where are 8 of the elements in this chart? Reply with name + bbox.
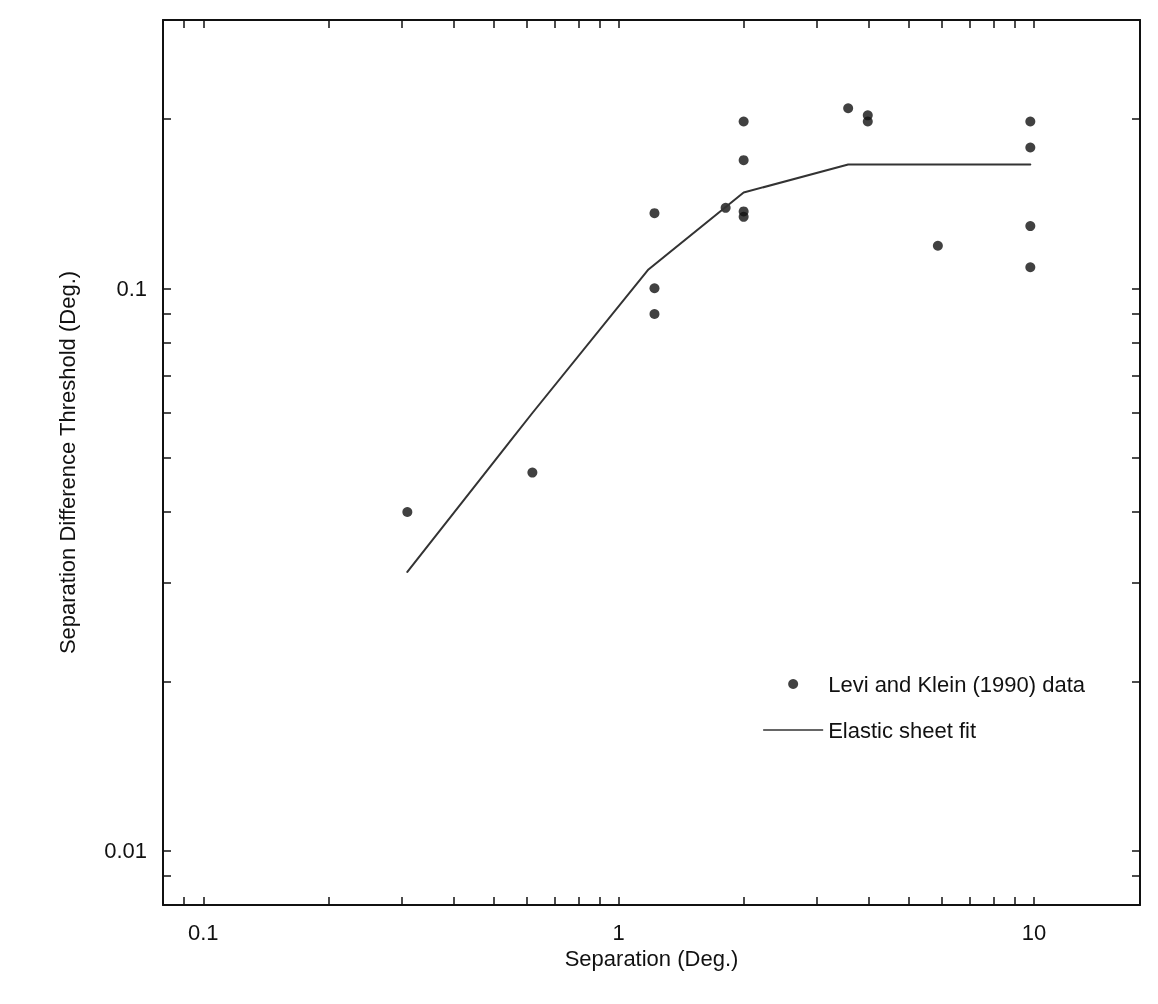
x-tick-label: 10 — [1021, 919, 1047, 945]
legend-label: Levi and Klein (1990) data — [828, 671, 1086, 697]
y-axis-title: Separation Difference Threshold (Deg.) — [54, 270, 80, 655]
legend-label: Elastic sheet fit — [828, 717, 977, 743]
x-tick-label: 1 — [612, 919, 625, 945]
x-axis-title: Separation (Deg.) — [564, 946, 739, 972]
y-tick-label: 0.01 — [104, 838, 147, 864]
x-tick-label: 0.1 — [187, 919, 219, 945]
